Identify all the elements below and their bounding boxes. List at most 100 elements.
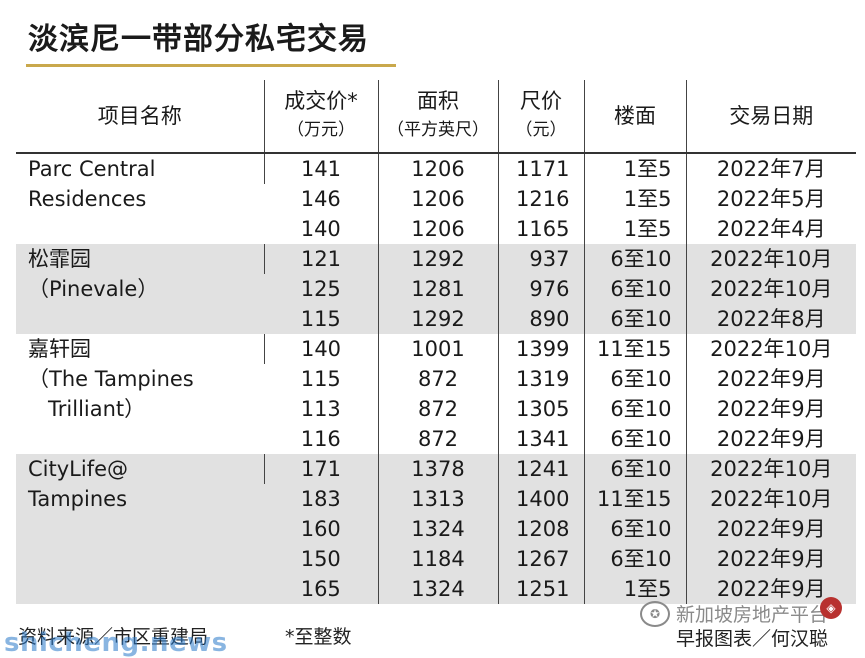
floor-cell: 1至5 bbox=[583, 214, 686, 244]
price-cell: 171 bbox=[263, 454, 378, 484]
header-unit: （万元） bbox=[287, 120, 355, 140]
header-cell: 楼面 bbox=[583, 80, 686, 153]
table-row: Parc Central Residences 141 1206 1171 1至5 202… bbox=[16, 153, 856, 244]
table-row: 160 1324 1208 6至10 2022年9月 bbox=[16, 514, 856, 544]
table-body: Parc Central Residences 141 1206 1171 1至5 202… bbox=[16, 153, 856, 604]
project-name: CityLife@ Tampines bbox=[16, 454, 264, 604]
area-cell: 1313 bbox=[377, 484, 498, 514]
date-cell: 2022年10月 bbox=[685, 334, 856, 364]
area-cell: 1206 bbox=[377, 214, 498, 244]
floor-cell: 6至10 bbox=[583, 364, 686, 394]
date-cell: 2022年9月 bbox=[685, 394, 856, 424]
psf-cell: 890 bbox=[497, 304, 584, 334]
area-cell: 1001 bbox=[377, 334, 498, 364]
floor-cell: 1至5 bbox=[583, 184, 686, 214]
psf-cell: 1305 bbox=[497, 394, 584, 424]
price-cell: 115 bbox=[264, 304, 378, 334]
floor-cell: 11至15 bbox=[583, 484, 686, 514]
psf-cell: 937 bbox=[497, 244, 584, 274]
table-row: 113 872 1305 6至10 2022年9月 bbox=[16, 394, 856, 424]
table-row: 115 1292 890 6至10 2022年8月 bbox=[16, 304, 856, 334]
area-cell: 1292 bbox=[377, 244, 498, 274]
psf-cell: 1171 bbox=[497, 153, 584, 184]
wechat-icon: ✪ bbox=[640, 600, 670, 627]
psf-cell: 1399 bbox=[497, 334, 584, 364]
date-cell: 2022年10月 bbox=[685, 484, 856, 514]
floor-cell: 6至10 bbox=[583, 394, 686, 424]
header-label: 尺价 bbox=[520, 89, 562, 113]
project-name: 嘉轩园 （The Tampines Trilliant） bbox=[16, 334, 264, 454]
price-cell: 116 bbox=[264, 424, 378, 454]
header-label: 项目名称 bbox=[97, 103, 182, 128]
date-cell: 2022年9月 bbox=[685, 424, 856, 454]
area-cell: 872 bbox=[377, 364, 498, 394]
date-cell: 2022年9月 bbox=[685, 574, 856, 604]
floor-cell: 11至15 bbox=[583, 334, 686, 364]
table-row: 116 872 1341 6至10 2022年9月 bbox=[16, 424, 856, 454]
floor-cell: 6至10 bbox=[583, 544, 686, 574]
psf-cell: 1341 bbox=[497, 424, 584, 454]
area-cell: 872 bbox=[377, 394, 498, 424]
table-row: 嘉轩园 （The Tampines Trilliant） 140 1001 1399 1… bbox=[16, 334, 856, 454]
table-row: CityLife@ Tampines 171 1378 1241 6至10 2022年10… bbox=[16, 454, 856, 604]
project-name: 松霏园 （Pinevale） bbox=[16, 244, 264, 334]
floor-cell: 1至5 bbox=[583, 574, 686, 604]
table-row: 150 1184 1267 6至10 2022年9月 bbox=[16, 544, 856, 574]
account-name: 新加坡房地产平台 bbox=[676, 604, 829, 626]
psf-cell: 1241 bbox=[497, 454, 584, 484]
chart-credit: 早报图表／何汉聪 bbox=[676, 628, 829, 650]
psf-cell: 976 bbox=[497, 274, 584, 304]
price-cell: 125 bbox=[264, 274, 378, 304]
price-cell: 113 bbox=[264, 394, 378, 424]
transactions-table: 项目名称 成交价* （万元） 面积 （平方英尺） 尺价 （元） 楼面 交易日期 Parc Cen… bbox=[16, 80, 856, 604]
area-cell: 1184 bbox=[377, 544, 498, 574]
date-cell: 2022年10月 bbox=[685, 244, 856, 274]
price-cell: 146 bbox=[264, 184, 378, 214]
date-cell: 2022年7月 bbox=[685, 153, 856, 184]
header-label: 成交价* bbox=[284, 89, 358, 113]
price-cell: 160 bbox=[264, 514, 378, 544]
date-cell: 2022年9月 bbox=[685, 514, 856, 544]
price-cell: 121 bbox=[263, 244, 378, 274]
table-row: 松霏园 （Pinevale） 121 1292 937 6至10 2022年10月 bbox=[16, 244, 856, 334]
date-cell: 2022年9月 bbox=[685, 364, 856, 394]
floor-cell: 1至5 bbox=[583, 153, 686, 184]
psf-cell: 1216 bbox=[497, 184, 584, 214]
date-cell: 2022年9月 bbox=[685, 544, 856, 574]
price-cell: 165 bbox=[264, 574, 378, 604]
area-cell: 1281 bbox=[377, 274, 498, 304]
account-watermark: ✪ 新加坡房地产平台 bbox=[640, 600, 828, 627]
price-cell: 141 bbox=[263, 153, 378, 184]
header-label: 楼面 bbox=[614, 103, 656, 128]
table-row: 115 872 1319 6至10 2022年9月 bbox=[16, 364, 856, 394]
header-cell: 项目名称 bbox=[16, 80, 264, 153]
table-row: 165 1324 1251 1至5 2022年9月 bbox=[16, 574, 856, 604]
project-name: Parc Central Residences bbox=[16, 153, 264, 244]
rounding-note: *至整数 bbox=[285, 626, 352, 648]
header-cell: 尺价 （元） bbox=[497, 80, 584, 153]
header-unit: （平方英尺） bbox=[387, 120, 489, 140]
price-cell: 183 bbox=[264, 484, 378, 514]
psf-cell: 1400 bbox=[497, 484, 584, 514]
psf-cell: 1267 bbox=[497, 544, 584, 574]
floor-cell: 6至10 bbox=[583, 304, 686, 334]
title-underline bbox=[26, 64, 396, 67]
header-cell: 面积 （平方英尺） bbox=[377, 80, 498, 153]
site-watermark: shicheng.news bbox=[4, 628, 228, 658]
date-cell: 2022年4月 bbox=[685, 214, 856, 244]
psf-cell: 1251 bbox=[497, 574, 584, 604]
floor-cell: 6至10 bbox=[583, 274, 686, 304]
psf-cell: 1208 bbox=[497, 514, 584, 544]
area-cell: 872 bbox=[377, 424, 498, 454]
header-cell: 交易日期 bbox=[685, 80, 856, 153]
source-note: 资料来源／市区重建局 bbox=[18, 626, 209, 648]
area-cell: 1292 bbox=[377, 304, 498, 334]
floor-cell: 6至10 bbox=[583, 424, 686, 454]
table-title: 淡滨尼一带部分私宅交易 bbox=[28, 22, 369, 57]
price-cell: 140 bbox=[264, 214, 378, 244]
header-unit: （元） bbox=[515, 120, 567, 140]
area-cell: 1324 bbox=[377, 574, 498, 604]
area-cell: 1206 bbox=[377, 184, 498, 214]
header-label: 面积 bbox=[417, 89, 459, 113]
red-seal-icon: ◈ bbox=[820, 597, 842, 619]
